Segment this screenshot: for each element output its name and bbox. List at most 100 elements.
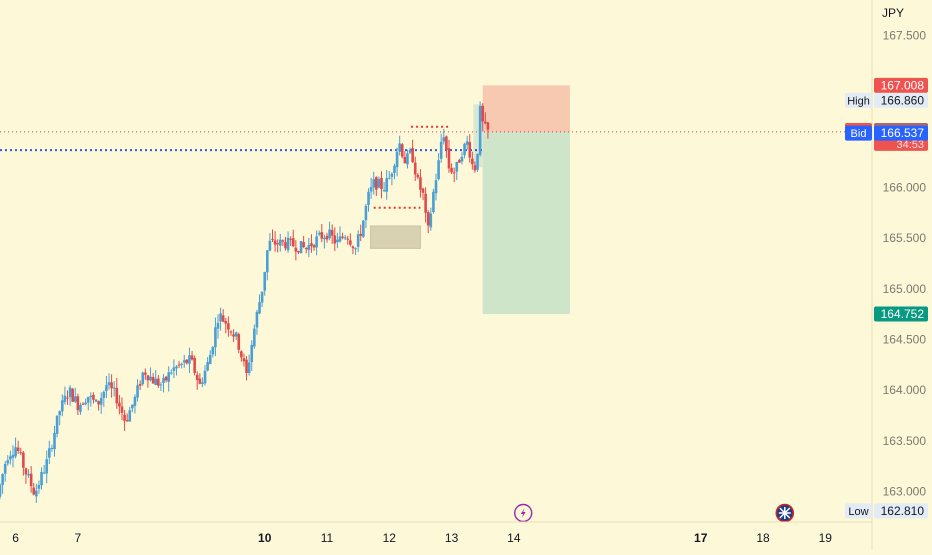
candle-body[interactable] (338, 236, 342, 242)
candles-layer[interactable] (0, 101, 490, 503)
candle-body[interactable] (71, 388, 74, 402)
candle-body[interactable] (6, 460, 10, 464)
candle-body[interactable] (291, 238, 295, 247)
candle-body[interactable] (188, 355, 191, 364)
candle-body[interactable] (476, 153, 479, 170)
candle-body[interactable] (460, 156, 464, 162)
candle-body[interactable] (242, 358, 246, 362)
candle-body[interactable] (367, 191, 370, 206)
candle-body[interactable] (320, 232, 324, 239)
candle-body[interactable] (232, 334, 235, 337)
candle-body[interactable] (162, 378, 165, 383)
candle-body[interactable] (58, 411, 61, 416)
candle-body[interactable] (133, 396, 137, 406)
candle-body[interactable] (356, 234, 360, 247)
candle-body[interactable] (68, 387, 72, 398)
candle-body[interactable] (99, 397, 103, 405)
candle-body[interactable] (177, 364, 181, 366)
candle-body[interactable] (159, 384, 163, 386)
candle-body[interactable] (40, 471, 43, 486)
candle-body[interactable] (484, 121, 487, 124)
candle-body[interactable] (375, 177, 378, 190)
candle-body[interactable] (349, 240, 352, 245)
candle-body[interactable] (102, 391, 106, 398)
candle-body[interactable] (336, 239, 339, 243)
candle-body[interactable] (63, 395, 67, 402)
candle-body[interactable] (203, 370, 207, 384)
candle-body[interactable] (426, 211, 430, 226)
candle-body[interactable] (89, 395, 93, 398)
candle-body[interactable] (346, 238, 350, 240)
candle-body[interactable] (343, 237, 347, 239)
candle-body[interactable] (245, 359, 248, 373)
time-axis[interactable]: 6 7 10 11 12 13 14 17 18 19 (0, 521, 872, 545)
candle-body[interactable] (94, 399, 98, 402)
candle-body[interactable] (110, 382, 113, 389)
candle-body[interactable] (413, 162, 417, 175)
candle-body[interactable] (416, 174, 420, 178)
candle-body[interactable] (432, 191, 435, 213)
candle-body[interactable] (258, 302, 261, 314)
candle-body[interactable] (60, 400, 64, 412)
candle-body[interactable] (271, 238, 274, 240)
candle-body[interactable] (216, 322, 220, 329)
candle-body[interactable] (48, 448, 51, 458)
candle-body[interactable] (198, 378, 202, 384)
candle-body[interactable] (452, 172, 456, 174)
candle-body[interactable] (471, 158, 474, 165)
candle-body[interactable] (323, 237, 326, 240)
candle-body[interactable] (175, 366, 178, 369)
candle-body[interactable] (294, 247, 298, 252)
candle-body[interactable] (42, 472, 46, 474)
candle-body[interactable] (273, 240, 277, 245)
candle-body[interactable] (434, 180, 438, 194)
candle-body[interactable] (86, 396, 90, 403)
candle-body[interactable] (297, 250, 300, 253)
candle-body[interactable] (79, 404, 82, 412)
candle-body[interactable] (32, 487, 36, 495)
candle-body[interactable] (247, 362, 251, 374)
candle-body[interactable] (398, 143, 401, 152)
candle-body[interactable] (14, 447, 17, 457)
candle-body[interactable] (406, 153, 409, 165)
candle-body[interactable] (97, 400, 100, 405)
candle-body[interactable] (302, 242, 305, 247)
candle-body[interactable] (253, 328, 256, 347)
candle-body[interactable] (317, 232, 321, 235)
candle-body[interactable] (393, 165, 396, 173)
candle-body[interactable] (118, 402, 121, 407)
candle-body[interactable] (1, 474, 4, 485)
candle-body[interactable] (149, 376, 152, 381)
candle-body[interactable] (182, 360, 186, 363)
candle-body[interactable] (380, 177, 383, 190)
candle-body[interactable] (66, 397, 69, 399)
candle-body[interactable] (154, 378, 158, 385)
candle-body[interactable] (250, 344, 254, 363)
candle-body[interactable] (0, 484, 2, 497)
candle-body[interactable] (325, 236, 329, 240)
candle-body[interactable] (385, 178, 388, 192)
demand-zone[interactable] (370, 225, 421, 249)
candle-body[interactable] (310, 243, 313, 247)
candle-body[interactable] (112, 387, 116, 389)
candle-body[interactable] (395, 152, 399, 168)
candle-body[interactable] (3, 463, 7, 474)
candle-body[interactable] (27, 474, 30, 476)
candle-body[interactable] (263, 272, 267, 291)
candle-body[interactable] (481, 105, 485, 122)
candle-body[interactable] (37, 484, 41, 489)
candle-body[interactable] (123, 414, 126, 421)
candle-body[interactable] (408, 150, 412, 153)
candle-body[interactable] (411, 148, 414, 163)
take-profit-zone[interactable] (482, 131, 570, 315)
candle-body[interactable] (131, 404, 134, 409)
candle-body[interactable] (9, 456, 12, 460)
candle-body[interactable] (24, 468, 28, 475)
candle-body[interactable] (377, 179, 381, 188)
candle-body[interactable] (227, 323, 230, 330)
candle-body[interactable] (362, 220, 365, 237)
candle-body[interactable] (201, 382, 204, 384)
candle-body[interactable] (141, 372, 145, 385)
